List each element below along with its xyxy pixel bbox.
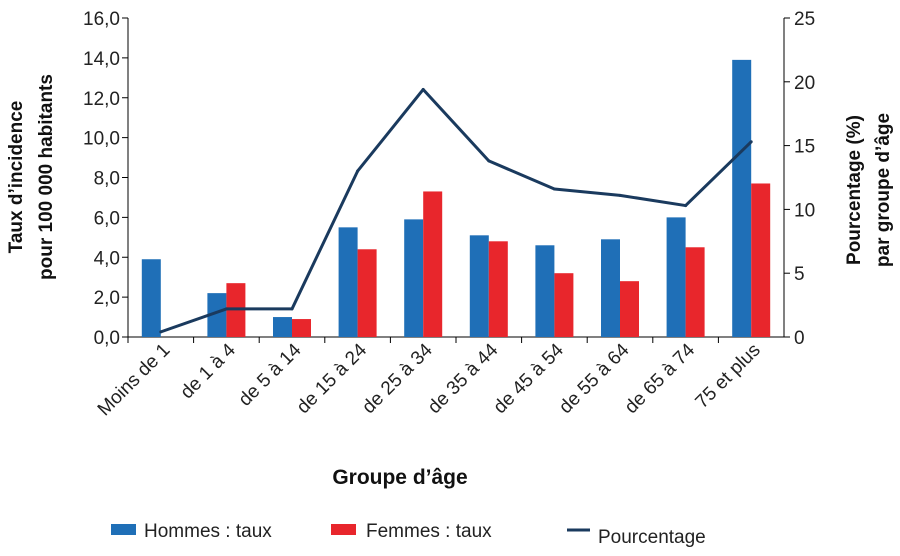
point-pourcentage-de-25-a-34 xyxy=(421,87,425,91)
bar-hommes-taux-75-et-plus xyxy=(732,59,752,338)
x-tick-label-moins-de-1: Moins de 1 xyxy=(94,340,175,421)
line-layer xyxy=(159,87,753,334)
y-tick-label: 16,0 xyxy=(83,9,120,30)
y-tick-label: 6,0 xyxy=(94,208,120,229)
point-pourcentage-de-1-a-4 xyxy=(224,307,228,311)
bar-femmes-taux-de-5-a-14 xyxy=(292,319,311,337)
bar-hommes-taux-moins-de-1 xyxy=(141,259,161,337)
bar-femmes-taux-de-65-a-74 xyxy=(685,247,705,337)
y-tick-label: 0,0 xyxy=(94,328,120,349)
legend-label-femmes: Femmes : taux xyxy=(366,521,492,542)
point-pourcentage-moins-de-1 xyxy=(159,330,163,334)
y-tick-label: 12,0 xyxy=(83,89,120,110)
y2-tick-label: 10 xyxy=(794,200,815,221)
y-tick-label: 10,0 xyxy=(83,129,120,150)
legend: Hommes : taux Femmes : taux Pourcentage xyxy=(111,521,706,548)
bar-femmes-taux-de-55-a-64 xyxy=(620,281,639,337)
series-line-pourcentage xyxy=(160,87,753,334)
y-tick-label: 14,0 xyxy=(83,49,120,70)
bar-femmes-taux-de-25-a-34 xyxy=(423,191,443,337)
bar-femmes-taux-de-15-a-24 xyxy=(357,249,377,337)
x-tick-label-de-25-a-34: de 25 à 34 xyxy=(358,339,437,418)
legend-swatch-femmes xyxy=(331,524,356,535)
point-pourcentage-de-65-a-74 xyxy=(684,204,688,208)
y2-tick-label: 5 xyxy=(794,264,805,285)
legend-label-hommes: Hommes : taux xyxy=(144,521,272,542)
y2-tick-label: 0 xyxy=(794,328,805,349)
x-axis-title: Groupe d’âge xyxy=(332,466,467,489)
bar-hommes-taux-de-15-a-24 xyxy=(338,227,358,337)
bar-femmes-taux-de-45-a-54 xyxy=(554,273,574,337)
x-tick-label-75-et-plus: 75 et plus xyxy=(692,340,765,413)
point-pourcentage-de-45-a-54 xyxy=(552,187,556,191)
bar-hommes-taux-de-25-a-34 xyxy=(404,219,424,337)
x-tick-label-de-65-a-74: de 65 à 74 xyxy=(621,339,700,418)
bar-femmes-taux-75-et-plus xyxy=(751,183,771,337)
ticks-layer: 0,0 2,0 4,0 6,0 8,0 10,0 12,0 14,0 16,0 0 5 10 15 20 2… xyxy=(83,9,815,420)
point-pourcentage-de-5-a-14 xyxy=(290,307,294,311)
y2-axis-title-line-1: Pourcentage (%) xyxy=(844,115,865,265)
bar-hommes-taux-de-45-a-54 xyxy=(535,245,555,337)
point-pourcentage-75-et-plus xyxy=(749,140,753,144)
bar-hommes-taux-de-5-a-14 xyxy=(273,317,292,337)
point-pourcentage-de-55-a-64 xyxy=(618,193,622,197)
x-tick-label-de-1-a-4: de 1 à 4 xyxy=(177,339,241,403)
bar-femmes-taux-de-35-a-44 xyxy=(488,241,508,337)
point-pourcentage-de-15-a-24 xyxy=(356,169,360,173)
bar-hommes-taux-de-55-a-64 xyxy=(601,239,620,337)
y2-axis-title-line-2: par groupe d’âge xyxy=(873,113,894,267)
x-tick-label-de-35-a-44: de 35 à 44 xyxy=(424,339,503,418)
y-tick-label: 8,0 xyxy=(94,169,120,190)
x-tick-label-de-55-a-64: de 55 à 64 xyxy=(555,339,634,418)
x-tick-label-de-45-a-54: de 45 à 54 xyxy=(490,339,569,418)
bar-hommes-taux-de-1-a-4 xyxy=(207,293,227,337)
y2-tick-label: 20 xyxy=(794,73,815,94)
point-pourcentage-de-35-a-44 xyxy=(487,159,491,163)
bars-layer xyxy=(141,59,771,338)
y-tick-label: 2,0 xyxy=(94,288,120,309)
y2-tick-label: 15 xyxy=(794,137,815,158)
y-axis-title-line-1: Taux d’incidence xyxy=(6,101,27,254)
bar-hommes-taux-de-65-a-74 xyxy=(666,217,686,337)
y-tick-label: 4,0 xyxy=(94,248,120,269)
legend-label-pourcentage: Pourcentage xyxy=(598,527,706,548)
y-axis-title-line-2: pour 100 000 habitants xyxy=(36,74,57,280)
bar-hommes-taux-de-35-a-44 xyxy=(469,235,489,337)
x-tick-label-de-15-a-24: de 15 à 24 xyxy=(293,339,372,418)
y2-tick-label: 25 xyxy=(794,9,815,30)
legend-swatch-hommes xyxy=(111,524,136,535)
